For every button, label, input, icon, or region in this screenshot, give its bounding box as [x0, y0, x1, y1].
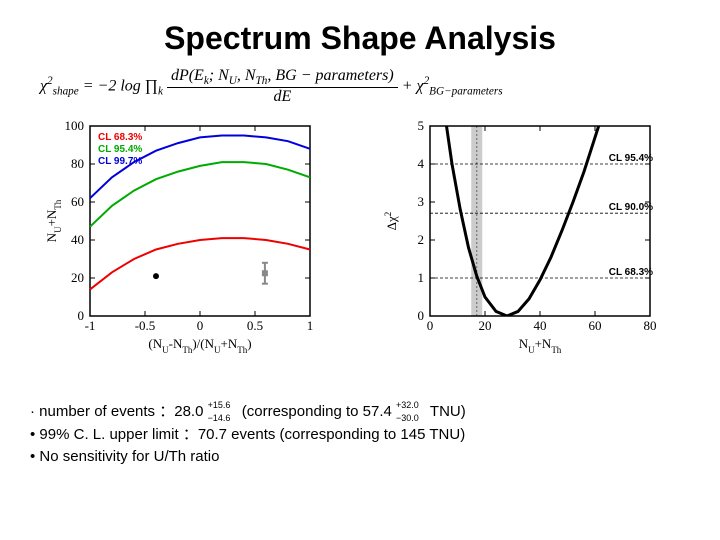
svg-text:0: 0 — [78, 308, 85, 323]
svg-text:20: 20 — [479, 318, 492, 333]
svg-text:0: 0 — [197, 318, 204, 333]
svg-text:Δχ2: Δχ2 — [383, 212, 399, 231]
svg-text:5: 5 — [418, 118, 425, 133]
svg-text:1: 1 — [418, 270, 425, 285]
svg-text:4: 4 — [418, 156, 425, 171]
svg-text:60: 60 — [71, 194, 84, 209]
svg-text:40: 40 — [534, 318, 547, 333]
svg-text:CL 95.4%: CL 95.4% — [609, 153, 653, 164]
svg-text:2: 2 — [418, 232, 425, 247]
svg-text:0: 0 — [418, 308, 425, 323]
svg-text:60: 60 — [589, 318, 602, 333]
svg-text:NU+NTh: NU+NTh — [519, 336, 562, 355]
bullet-sensitivity: • No sensitivity for U/Th ratio — [30, 446, 690, 469]
page-title: Spectrum Shape Analysis — [0, 0, 720, 57]
svg-text:CL 99.7%: CL 99.7% — [98, 156, 142, 167]
svg-text:0: 0 — [427, 318, 434, 333]
svg-text:20: 20 — [71, 270, 84, 285]
svg-text:0.5: 0.5 — [247, 318, 263, 333]
contour-chart: -1 -0.5 0 0.5 1 0 20 40 60 80 100 CL 68.3%CL 95.4%C… — [40, 116, 340, 381]
svg-text:40: 40 — [71, 232, 84, 247]
svg-text:80: 80 — [71, 156, 84, 171]
svg-text:CL 90.0%: CL 90.0% — [609, 202, 653, 213]
delta-chi2-chart: 0 20 40 60 80 0 1 2 3 4 5 CL 68.3% CL 90.0% CL 95.4% N… — [380, 116, 680, 381]
chi2-formula: χ2shape = −2 log ∏k dP(Ek; NU, NTh, BG −… — [0, 57, 720, 116]
svg-text:100: 100 — [65, 118, 85, 133]
bullet-upper-limit: • 99% C. L. upper limit ：70.7 events (co… — [30, 424, 690, 447]
svg-text:CL 68.3%: CL 68.3% — [98, 132, 142, 143]
svg-text:3: 3 — [418, 194, 425, 209]
svg-text:-0.5: -0.5 — [135, 318, 156, 333]
svg-text:-1: -1 — [85, 318, 96, 333]
svg-text:80: 80 — [644, 318, 657, 333]
svg-text:CL 68.3%: CL 68.3% — [609, 267, 653, 278]
svg-text:(NU-NTh)/(NU+NTh): (NU-NTh)/(NU+NTh) — [148, 336, 251, 355]
bullet-events: · number of events ：28.0 +15.6−14.6 (cor… — [30, 401, 690, 424]
svg-text:NU+NTh: NU+NTh — [44, 199, 63, 242]
svg-text:1: 1 — [307, 318, 314, 333]
svg-text:CL 95.4%: CL 95.4% — [98, 144, 142, 155]
results-bullets: · number of events ：28.0 +15.6−14.6 (cor… — [0, 381, 720, 469]
